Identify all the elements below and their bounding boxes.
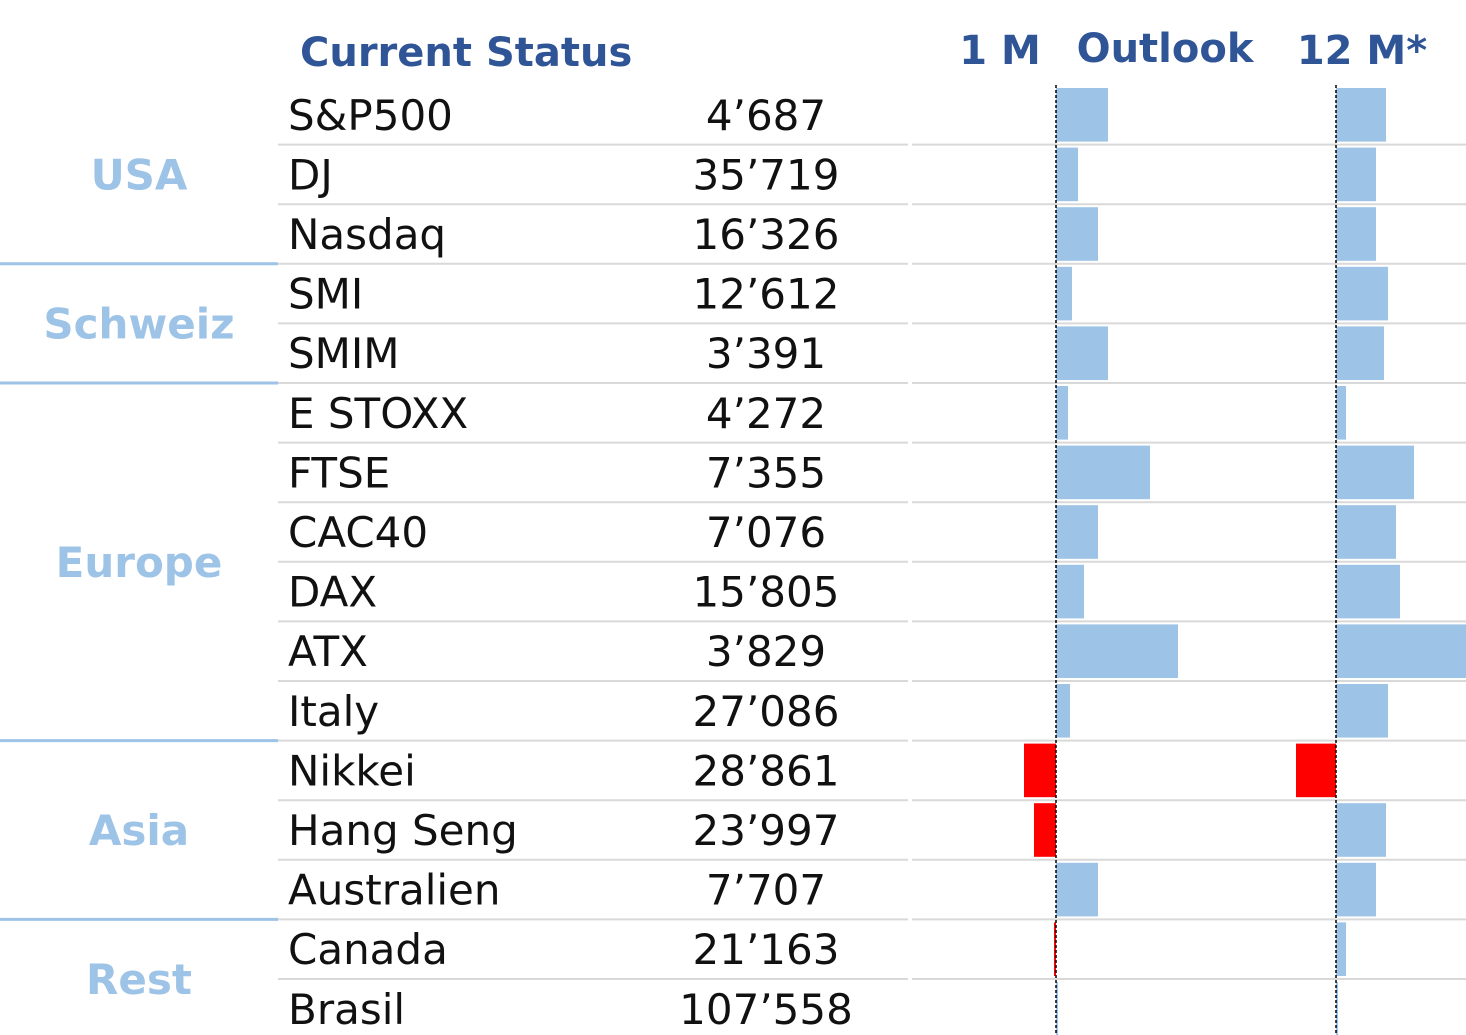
- index-name-canada: Canada: [288, 925, 448, 974]
- bar-1-m-nasdaq: [1056, 207, 1098, 261]
- index-value-ftse: 7’355: [706, 448, 826, 497]
- bar-1-m-smi: [1056, 266, 1072, 321]
- bar-1-m-atx: [1056, 624, 1178, 678]
- bar-1-m-ftse: [1056, 445, 1150, 500]
- index-name-smim: SMIM: [288, 329, 400, 378]
- chart-title: Current Status: [300, 30, 632, 76]
- index-value-hang-seng: 23’997: [693, 806, 840, 855]
- bar-12-m-dj: [1336, 147, 1376, 202]
- index-value-dj: 35’719: [693, 150, 840, 199]
- index-name-nasdaq: Nasdaq: [288, 210, 446, 259]
- bar-12-m-ftse: [1336, 445, 1414, 500]
- index-name-smi: SMI: [288, 270, 363, 319]
- index-value-s-p500: 4’687: [706, 91, 826, 140]
- index-value-cac40: 7’076: [706, 508, 826, 557]
- index-value-brasil: 107’558: [679, 985, 853, 1034]
- index-name-s-p500: S&P500: [288, 91, 453, 140]
- index-name-hang-seng: Hang Seng: [288, 806, 518, 855]
- index-name-atx: ATX: [288, 627, 368, 676]
- bar-1-m-italy: [1056, 684, 1070, 738]
- bar-12-m-smi: [1336, 266, 1388, 321]
- bar-1-m-s-p500: [1056, 88, 1108, 142]
- index-name-dax: DAX: [288, 568, 377, 617]
- region-label-usa: USA: [91, 150, 188, 199]
- index-name-dj: DJ: [288, 150, 333, 199]
- bar-1-m-brasil: [1056, 982, 1058, 1035]
- region-label-schweiz: Schweiz: [43, 299, 234, 348]
- index-name-e-stoxx: E STOXX: [288, 389, 468, 438]
- index-value-atx: 3’829: [706, 627, 826, 676]
- index-value-australien: 7’707: [706, 866, 826, 915]
- index-value-nasdaq: 16’326: [693, 210, 840, 259]
- bar-12-m-dax: [1336, 564, 1400, 619]
- index-name-ftse: FTSE: [288, 448, 390, 497]
- region-label-europe: Europe: [56, 538, 223, 587]
- bar-12-m-cac40: [1336, 505, 1396, 559]
- index-value-nikkei: 28’861: [693, 746, 840, 795]
- bar-12-m-hang-seng: [1336, 803, 1386, 857]
- index-value-smi: 12’612: [693, 270, 840, 319]
- region-label-rest: Rest: [86, 955, 192, 1004]
- index-value-canada: 21’163: [693, 925, 840, 974]
- bar-1-m-smim: [1056, 326, 1108, 380]
- bar-1-m-hang-seng: [1034, 803, 1056, 857]
- index-name-brasil: Brasil: [288, 985, 405, 1034]
- bar-1-m-dax: [1056, 564, 1084, 619]
- index-name-nikkei: Nikkei: [288, 746, 416, 795]
- series-12m-header: 12 M*: [1297, 28, 1427, 74]
- bar-12-m-australien: [1336, 862, 1376, 917]
- bar-12-m-italy: [1336, 684, 1388, 738]
- region-label-asia: Asia: [89, 806, 189, 855]
- bar-12-m-nasdaq: [1336, 207, 1376, 261]
- bar-12-m-smim: [1336, 326, 1384, 380]
- index-value-italy: 27’086: [693, 687, 840, 736]
- outlook-header: Outlook: [1077, 26, 1255, 72]
- bar-1-m-dj: [1056, 147, 1078, 202]
- series-1m-header: 1 M: [959, 28, 1041, 74]
- bar-1-m-australien: [1056, 862, 1098, 917]
- bar-1-m-nikkei: [1024, 743, 1056, 798]
- bar-12-m-s-p500: [1336, 88, 1386, 142]
- index-name-australien: Australien: [288, 866, 501, 915]
- index-value-smim: 3’391: [706, 329, 826, 378]
- index-name-cac40: CAC40: [288, 508, 428, 557]
- bar-1-m-cac40: [1056, 505, 1098, 559]
- index-value-dax: 15’805: [693, 568, 840, 617]
- index-name-italy: Italy: [288, 687, 379, 736]
- bar-12-m-atx: [1336, 624, 1466, 678]
- index-value-e-stoxx: 4’272: [706, 389, 826, 438]
- bar-1-m-e-stoxx: [1056, 386, 1068, 440]
- bar-12-m-nikkei: [1296, 743, 1336, 798]
- bar-12-m-brasil: [1336, 982, 1338, 1035]
- bar-12-m-canada: [1336, 922, 1346, 976]
- bar-12-m-e-stoxx: [1336, 386, 1346, 440]
- bar-1-m-canada: [1054, 922, 1056, 976]
